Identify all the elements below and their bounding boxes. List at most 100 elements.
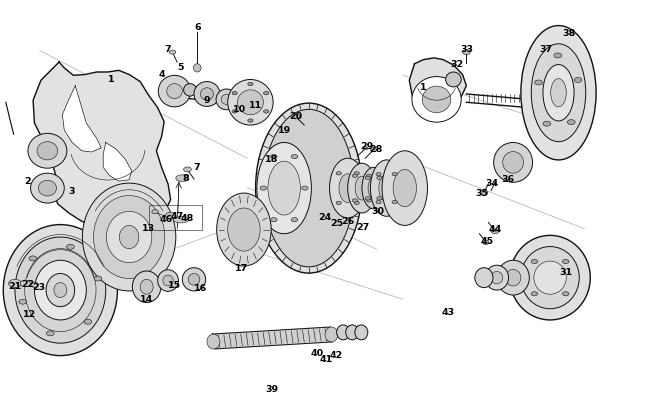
Ellipse shape (158, 270, 178, 291)
Circle shape (31, 282, 38, 287)
Circle shape (543, 121, 551, 126)
Ellipse shape (34, 260, 86, 320)
Ellipse shape (176, 175, 188, 181)
Circle shape (491, 229, 499, 234)
Circle shape (554, 53, 562, 58)
Text: 29: 29 (361, 142, 374, 151)
Text: 46: 46 (159, 215, 173, 224)
Ellipse shape (412, 77, 462, 122)
Circle shape (535, 80, 543, 85)
Ellipse shape (46, 273, 75, 307)
Ellipse shape (227, 208, 260, 251)
Text: 27: 27 (356, 223, 369, 233)
Circle shape (363, 146, 368, 150)
Circle shape (567, 120, 575, 125)
Text: 1: 1 (421, 83, 427, 92)
Ellipse shape (510, 235, 590, 320)
Ellipse shape (182, 268, 205, 291)
Ellipse shape (330, 158, 366, 218)
Ellipse shape (257, 143, 311, 234)
Circle shape (531, 260, 538, 264)
Circle shape (166, 212, 176, 219)
Circle shape (84, 319, 92, 324)
Circle shape (232, 110, 237, 113)
Ellipse shape (207, 334, 220, 349)
Ellipse shape (368, 178, 379, 198)
Text: 32: 32 (450, 60, 463, 69)
Ellipse shape (167, 84, 182, 99)
Ellipse shape (173, 216, 188, 223)
Text: 31: 31 (560, 268, 573, 277)
Ellipse shape (237, 90, 263, 115)
Ellipse shape (193, 64, 201, 72)
Polygon shape (62, 86, 101, 152)
Circle shape (232, 92, 237, 95)
Text: 44: 44 (488, 225, 502, 234)
Ellipse shape (216, 193, 271, 266)
Ellipse shape (159, 75, 190, 107)
Text: 15: 15 (168, 282, 181, 290)
Circle shape (354, 201, 359, 205)
Ellipse shape (37, 142, 58, 160)
Circle shape (354, 172, 359, 175)
Text: 34: 34 (486, 179, 499, 188)
Ellipse shape (497, 260, 529, 295)
Circle shape (367, 174, 372, 178)
Text: 8: 8 (182, 173, 189, 183)
Ellipse shape (221, 94, 231, 104)
Ellipse shape (255, 103, 362, 273)
Circle shape (29, 256, 37, 261)
Bar (149, 205, 202, 230)
Circle shape (8, 279, 21, 287)
Text: 41: 41 (320, 355, 333, 364)
Ellipse shape (551, 79, 566, 107)
Text: 24: 24 (318, 213, 332, 222)
Text: 48: 48 (181, 214, 194, 223)
Polygon shape (103, 143, 132, 181)
Text: 9: 9 (203, 96, 210, 105)
Text: 14: 14 (140, 295, 153, 304)
Circle shape (46, 331, 54, 336)
Text: 19: 19 (278, 126, 291, 134)
Circle shape (463, 50, 471, 54)
Circle shape (20, 280, 31, 287)
Circle shape (336, 172, 341, 175)
Circle shape (482, 240, 489, 245)
Circle shape (562, 292, 569, 296)
Text: 23: 23 (32, 283, 45, 292)
Circle shape (291, 154, 298, 158)
Ellipse shape (15, 237, 106, 343)
Ellipse shape (339, 174, 356, 203)
Ellipse shape (263, 109, 354, 267)
Ellipse shape (183, 84, 196, 96)
Text: 35: 35 (475, 189, 488, 198)
Text: 21: 21 (8, 282, 21, 291)
Text: 26: 26 (341, 217, 354, 226)
Text: 38: 38 (562, 29, 575, 37)
Circle shape (302, 186, 308, 190)
Circle shape (377, 176, 382, 179)
Text: 4: 4 (158, 70, 165, 79)
Text: 16: 16 (194, 285, 207, 293)
Text: 33: 33 (460, 45, 473, 54)
Circle shape (365, 197, 370, 200)
Text: 6: 6 (194, 23, 201, 32)
Text: 7: 7 (164, 45, 172, 54)
Ellipse shape (491, 271, 502, 284)
Circle shape (263, 92, 268, 95)
Ellipse shape (534, 261, 566, 294)
Polygon shape (410, 58, 467, 115)
Circle shape (367, 199, 372, 202)
Ellipse shape (502, 151, 523, 173)
Ellipse shape (505, 270, 521, 286)
Text: 3: 3 (69, 187, 75, 196)
Ellipse shape (355, 176, 369, 200)
Ellipse shape (38, 180, 57, 196)
Circle shape (574, 77, 582, 82)
Ellipse shape (120, 225, 139, 249)
Ellipse shape (446, 72, 462, 87)
Ellipse shape (531, 44, 586, 142)
Text: 10: 10 (233, 105, 246, 114)
Circle shape (183, 167, 191, 172)
Circle shape (292, 114, 300, 119)
